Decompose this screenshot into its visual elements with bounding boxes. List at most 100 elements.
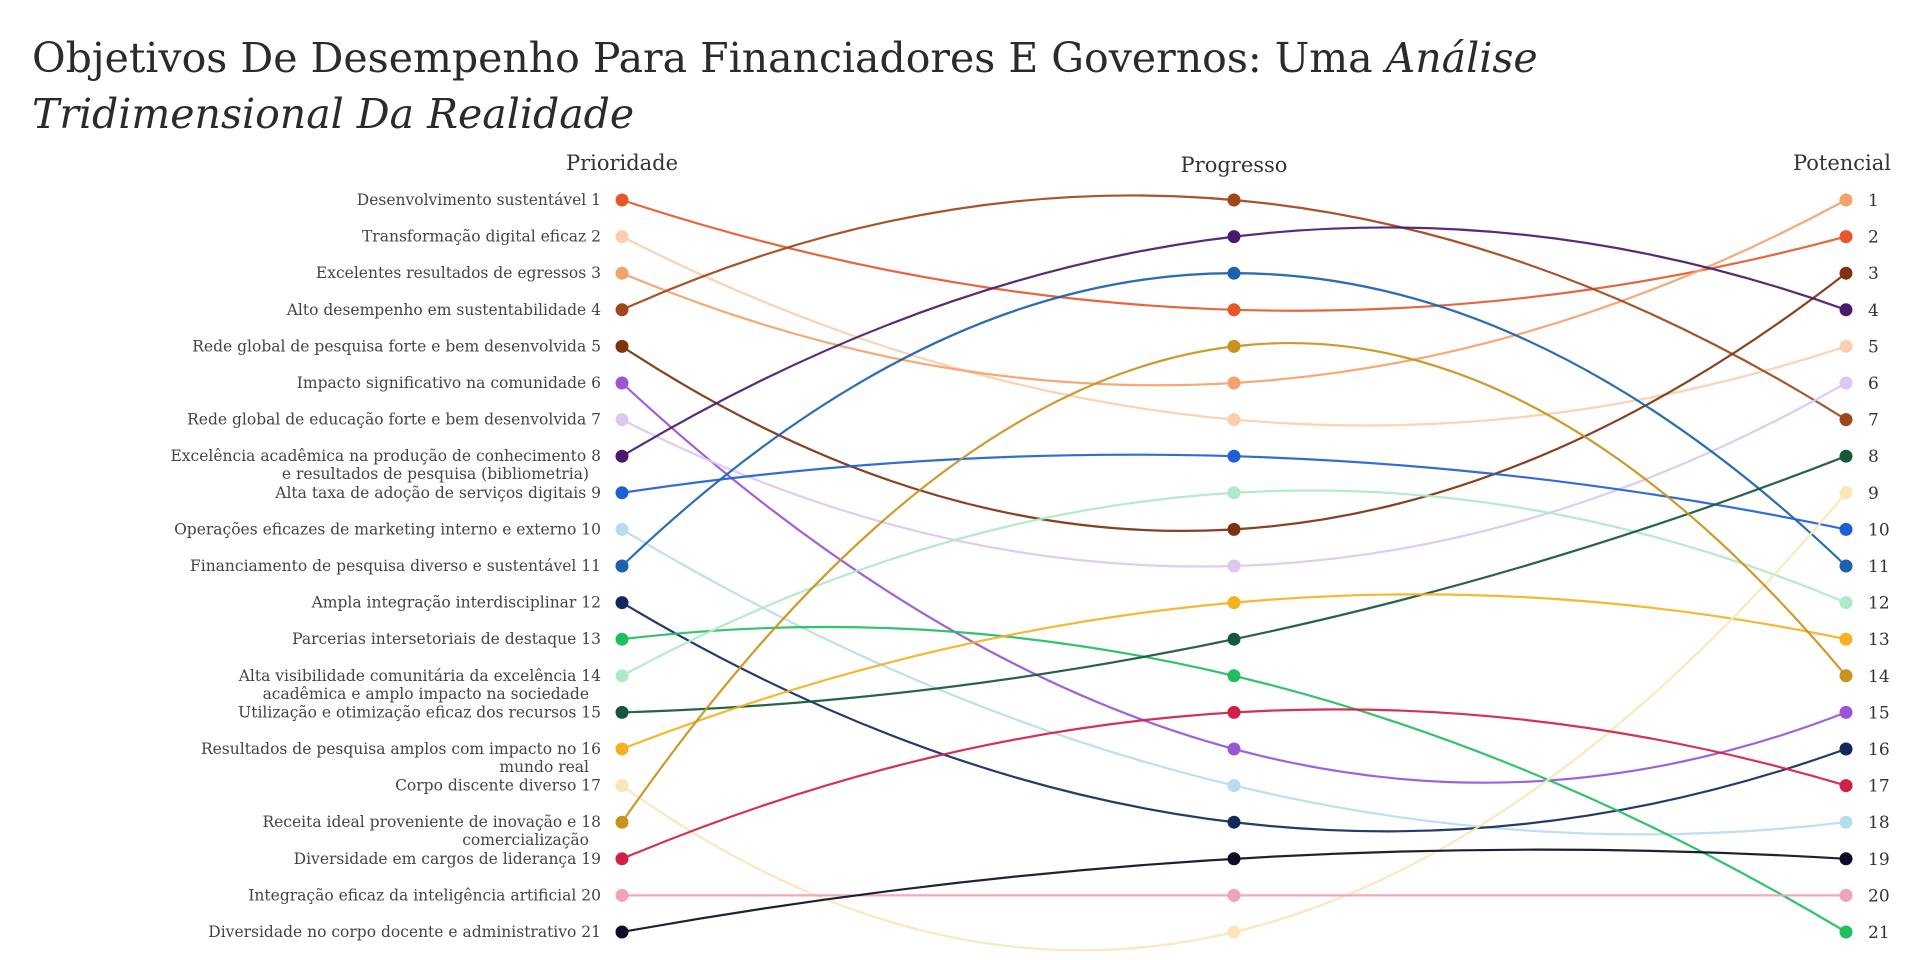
row-label-diversidade-em-cargos-de-lideranca: Diversidade em cargos de liderança 19	[294, 850, 601, 868]
marker-corpo-discente-diverso-prioridade	[615, 779, 629, 793]
row-label-operacoes-eficazes-de-marketing-interno-: Operações eficazes de marketing interno …	[174, 520, 601, 538]
row-label-parcerias-intersetoriais-de-destaque: Parcerias intersetoriais de destaque 13	[292, 630, 601, 648]
rank-label-11: 11	[1868, 557, 1890, 577]
marker-diversidade-em-cargos-de-lideranca-prioridade	[615, 852, 629, 866]
rank-label-19: 19	[1868, 850, 1890, 870]
marker-alta-taxa-de-adocao-de-servicos-digitais-potencial	[1839, 522, 1853, 536]
marker-diversidade-no-corpo-docente-e-administr-prioridade	[615, 925, 629, 939]
marker-excelentes-resultados-de-egressos-prioridade	[615, 266, 629, 280]
series-markers	[615, 193, 1853, 939]
marker-integracao-eficaz-da-inteligencia-artifi-potencial	[1839, 888, 1853, 902]
row-labels: Desenvolvimento sustentável 1 Transformaç…	[170, 191, 601, 941]
marker-transformacao-digital-eficaz-potencial	[1839, 339, 1853, 353]
marker-diversidade-em-cargos-de-lideranca-potencial	[1839, 779, 1853, 793]
rank-label-1: 1	[1868, 191, 1879, 211]
row-label-alto-desempenho-em-sustentabilidade: Alto desempenho em sustentabilidade 4	[286, 301, 601, 319]
marker-utilizacao-e-otimizacao-eficaz-dos-recur-potencial	[1839, 449, 1853, 463]
marker-rede-global-de-educacao-forte-e-bem-dese-prioridade	[615, 413, 629, 427]
row-label-excelentes-resultados-de-egressos: Excelentes resultados de egressos 3	[316, 264, 601, 282]
series-line-alta-visibilidade-comunitaria-da-excelen	[621, 489, 1847, 677]
row-label-utilizacao-e-otimizacao-eficaz-dos-recur: Utilização e otimização eficaz dos recur…	[238, 703, 601, 721]
marker-utilizacao-e-otimizacao-eficaz-dos-recur-progresso	[1227, 632, 1241, 646]
series-line-excelentes-resultados-de-egressos	[621, 199, 1847, 387]
marker-transformacao-digital-eficaz-prioridade	[615, 230, 629, 244]
stage-title-potencial: Potencial	[1793, 151, 1891, 175]
marker-excelencia-academica-na-producao-de-conh-prioridade	[615, 449, 629, 463]
marker-financiamento-de-pesquisa-diverso-e-sust-progresso	[1227, 266, 1241, 280]
marker-utilizacao-e-otimizacao-eficaz-dos-recur-prioridade	[615, 705, 629, 719]
marker-integracao-eficaz-da-inteligencia-artifi-progresso	[1227, 888, 1241, 902]
rank-label-14: 14	[1868, 667, 1890, 687]
marker-diversidade-em-cargos-de-lideranca-progresso	[1227, 705, 1241, 719]
marker-ampla-integracao-interdisciplinar-potencial	[1839, 742, 1853, 756]
marker-rede-global-de-educacao-forte-e-bem-dese-progresso	[1227, 559, 1241, 573]
row-label-financiamento-de-pesquisa-diverso-e-sust: Financiamento de pesquisa diverso e sust…	[190, 557, 601, 575]
marker-operacoes-eficazes-de-marketing-interno--progresso	[1227, 779, 1241, 793]
marker-corpo-discente-diverso-progresso	[1227, 925, 1241, 939]
marker-integracao-eficaz-da-inteligencia-artifi-prioridade	[615, 888, 629, 902]
marker-desenvolvimento-sustentavel-potencial	[1839, 230, 1853, 244]
marker-resultados-de-pesquisa-amplos-com-impact-potencial	[1839, 632, 1853, 646]
marker-alta-visibilidade-comunitaria-da-excelen-progresso	[1227, 486, 1241, 500]
rank-label-18: 18	[1868, 813, 1890, 833]
marker-diversidade-no-corpo-docente-e-administr-potencial	[1839, 852, 1853, 866]
rank-label-8: 8	[1868, 447, 1879, 467]
marker-ampla-integracao-interdisciplinar-prioridade	[615, 596, 629, 610]
row-label-transformacao-digital-eficaz: Transformação digital eficaz 2	[362, 228, 601, 246]
row-label-resultados-de-pesquisa-amplos-com-impact: Resultados de pesquisa amplos com impact…	[201, 740, 601, 776]
marker-resultados-de-pesquisa-amplos-com-impact-progresso	[1227, 596, 1241, 610]
rank-label-17: 17	[1868, 777, 1890, 797]
rank-label-15: 15	[1868, 703, 1890, 723]
marker-receita-ideal-proveniente-de-inovacao-e--potencial	[1839, 669, 1853, 683]
row-label-receita-ideal-proveniente-de-inovacao-e-: Receita ideal proveniente de inovação e …	[262, 813, 601, 849]
marker-excelencia-academica-na-producao-de-conh-potencial	[1839, 303, 1853, 317]
marker-alto-desempenho-em-sustentabilidade-prioridade	[615, 303, 629, 317]
marker-financiamento-de-pesquisa-diverso-e-sust-potencial	[1839, 559, 1853, 573]
marker-parcerias-intersetoriais-de-destaque-potencial	[1839, 925, 1853, 939]
row-label-integracao-eficaz-da-inteligencia-artifi: Integração eficaz da inteligência artifi…	[248, 886, 601, 904]
stage-titles: Prioridade Progresso Potencial	[566, 151, 1891, 177]
row-label-alta-taxa-de-adocao-de-servicos-digitais: Alta taxa de adoção de serviços digitais…	[274, 484, 601, 502]
marker-operacoes-eficazes-de-marketing-interno--prioridade	[615, 522, 629, 536]
row-label-impacto-significativo-na-comunidade: Impacto significativo na comunidade 6	[297, 374, 601, 392]
marker-parcerias-intersetoriais-de-destaque-prioridade	[615, 632, 629, 646]
stage-title-progresso: Progresso	[1181, 153, 1288, 177]
rank-label-13: 13	[1868, 630, 1890, 650]
marker-rede-global-de-pesquisa-forte-e-bem-dese-prioridade	[615, 339, 629, 353]
marker-parcerias-intersetoriais-de-destaque-progresso	[1227, 669, 1241, 683]
marker-diversidade-no-corpo-docente-e-administr-progresso	[1227, 852, 1241, 866]
marker-desenvolvimento-sustentavel-progresso	[1227, 303, 1241, 317]
marker-excelentes-resultados-de-egressos-potencial	[1839, 193, 1853, 207]
rank-label-5: 5	[1868, 337, 1879, 357]
row-label-corpo-discente-diverso: Corpo discente diverso 17	[395, 777, 601, 795]
marker-desenvolvimento-sustentavel-prioridade	[615, 193, 629, 207]
marker-alto-desempenho-em-sustentabilidade-potencial	[1839, 413, 1853, 427]
row-label-desenvolvimento-sustentavel: Desenvolvimento sustentável 1	[357, 191, 601, 209]
rank-label-7: 7	[1868, 411, 1879, 431]
marker-resultados-de-pesquisa-amplos-com-impact-prioridade	[615, 742, 629, 756]
marker-alta-taxa-de-adocao-de-servicos-digitais-prioridade	[615, 486, 629, 500]
rank-label-20: 20	[1868, 886, 1890, 906]
marker-excelencia-academica-na-producao-de-conh-progresso	[1227, 230, 1241, 244]
marker-receita-ideal-proveniente-de-inovacao-e--progresso	[1227, 339, 1241, 353]
marker-alta-taxa-de-adocao-de-servicos-digitais-progresso	[1227, 449, 1241, 463]
rank-label-21: 21	[1868, 923, 1890, 943]
marker-ampla-integracao-interdisciplinar-progresso	[1227, 815, 1241, 829]
row-label-diversidade-no-corpo-docente-e-administr: Diversidade no corpo docente e administr…	[208, 923, 601, 941]
chart-title-main: Objetivos De Desempenho Para Financiador…	[32, 34, 1386, 82]
marker-impacto-significativo-na-comunidade-progresso	[1227, 742, 1241, 756]
marker-alta-visibilidade-comunitaria-da-excelen-potencial	[1839, 596, 1853, 610]
rank-label-10: 10	[1868, 520, 1890, 540]
marker-rede-global-de-educacao-forte-e-bem-dese-potencial	[1839, 376, 1853, 390]
rank-label-3: 3	[1868, 264, 1879, 284]
row-label-ampla-integracao-interdisciplinar: Ampla integração interdisciplinar 12	[311, 594, 601, 612]
marker-transformacao-digital-eficaz-progresso	[1227, 413, 1241, 427]
marker-receita-ideal-proveniente-de-inovacao-e--prioridade	[615, 815, 629, 829]
row-label-rede-global-de-pesquisa-forte-e-bem-dese: Rede global de pesquisa forte e bem dese…	[192, 337, 601, 355]
rank-label-9: 9	[1868, 484, 1879, 504]
stage-title-prioridade: Prioridade	[566, 151, 678, 175]
series-line-impacto-significativo-na-comunidade	[621, 382, 1847, 784]
row-label-alta-visibilidade-comunitaria-da-excelen: Alta visibilidade comunitária da excelên…	[238, 667, 601, 703]
